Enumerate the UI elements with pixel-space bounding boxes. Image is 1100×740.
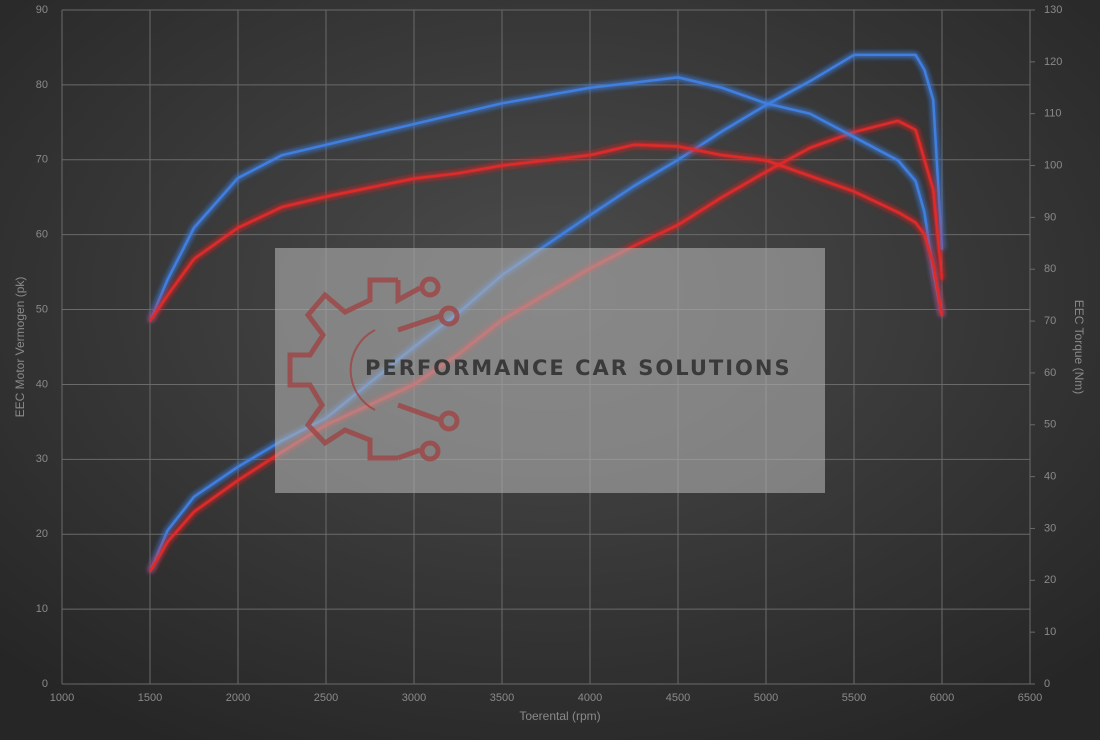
y2-tick-label: 0 (1044, 678, 1050, 690)
y-tick-label: 0 (42, 678, 48, 690)
y2-tick-label: 120 (1044, 56, 1062, 68)
y2-tick-label: 20 (1044, 574, 1056, 586)
watermark-text: PERFORMANCE CAR SOLUTIONS (365, 356, 792, 380)
x-tick-label: 2500 (314, 692, 338, 704)
series-line (148, 119, 944, 573)
watermark-box (275, 248, 825, 493)
x-tick-label: 6500 (1018, 692, 1042, 704)
x-tick-label: 2000 (226, 692, 250, 704)
x-tick-label: 1500 (138, 692, 162, 704)
x-tick-label: 4000 (578, 692, 602, 704)
x-tick-label: 6000 (930, 692, 954, 704)
y-tick-label: 90 (36, 4, 48, 16)
series-line (148, 143, 944, 322)
y2-axis-label: EEC Torque (Nm) (1072, 300, 1086, 394)
y2-tick-label: 110 (1044, 108, 1062, 120)
x-tick-label: 3000 (402, 692, 426, 704)
x-tick-label: 3500 (490, 692, 514, 704)
y-tick-label: 70 (36, 154, 48, 166)
x-tick-label: 5000 (754, 692, 778, 704)
series-line (148, 53, 944, 573)
x-axis-label: Toerental (rpm) (519, 709, 600, 723)
y-tick-label: 10 (36, 603, 48, 615)
logo (287, 276, 460, 462)
y2-tick-label: 40 (1044, 471, 1056, 483)
y2-tick-label: 50 (1044, 419, 1056, 431)
y-tick-label: 80 (36, 79, 48, 91)
series-line (148, 76, 944, 322)
y2-tick-label: 10 (1044, 626, 1056, 638)
x-tick-label: 5500 (842, 692, 866, 704)
y2-tick-label: 90 (1044, 211, 1056, 223)
x-tick-label: 1000 (50, 692, 74, 704)
y2-tick-label: 80 (1044, 263, 1056, 275)
y-tick-label: 30 (36, 453, 48, 465)
y-axis-label: EEC Motor Vermogen (pk) (13, 277, 27, 418)
y-tick-label: 40 (36, 378, 48, 390)
y2-tick-label: 30 (1044, 522, 1056, 534)
x-tick-label: 4500 (666, 692, 690, 704)
y2-tick-label: 70 (1044, 315, 1056, 327)
y-tick-label: 20 (36, 528, 48, 540)
y2-tick-label: 130 (1044, 4, 1062, 16)
y-tick-label: 50 (36, 303, 48, 315)
y2-tick-label: 60 (1044, 367, 1056, 379)
watermark: PERFORMANCE CAR SOLUTIONS (275, 248, 825, 493)
lines (148, 53, 944, 573)
y-tick-label: 60 (36, 229, 48, 241)
y2-tick-label: 100 (1044, 159, 1062, 171)
